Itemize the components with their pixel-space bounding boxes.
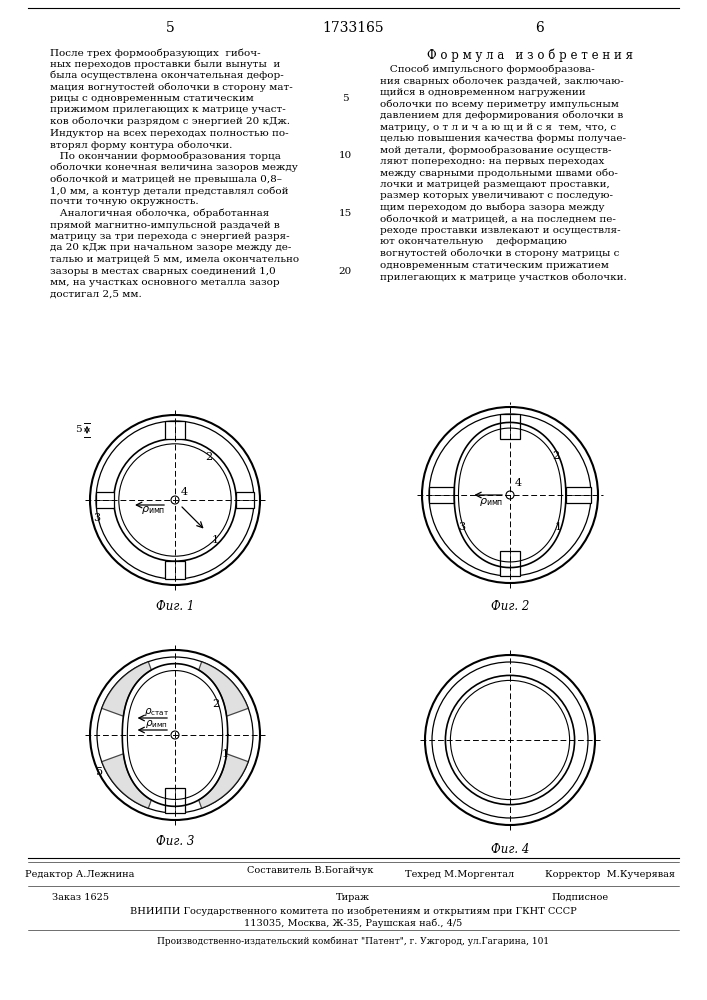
Text: Тираж: Тираж	[336, 893, 370, 902]
Text: 1733165: 1733165	[322, 21, 384, 35]
Text: талью и матрицей 5 мм, имела окончательно: талью и матрицей 5 мм, имела окончательн…	[50, 255, 299, 264]
Text: Фиг. 1: Фиг. 1	[156, 600, 194, 613]
Text: Индуктор на всех переходах полностью по-: Индуктор на всех переходах полностью по-	[50, 128, 288, 137]
Text: 5: 5	[341, 94, 349, 103]
Text: 20: 20	[339, 266, 351, 275]
Text: $\rho_{\rm имп}$: $\rho_{\rm имп}$	[141, 504, 165, 516]
Text: Аналогичная оболочка, обработанная: Аналогичная оболочка, обработанная	[50, 209, 269, 219]
Text: размер которых увеличивают с последую-: размер которых увеличивают с последую-	[380, 192, 613, 200]
Text: давлением для деформирования оболочки в: давлением для деформирования оболочки в	[380, 111, 624, 120]
Text: оболочкой и матрицей не превышала 0,8–: оболочкой и матрицей не превышала 0,8–	[50, 174, 282, 184]
Text: 2: 2	[551, 451, 559, 461]
Text: мация вогнутостей оболочки в сторону мат-: мация вогнутостей оболочки в сторону мат…	[50, 83, 293, 92]
Polygon shape	[102, 662, 151, 716]
Text: 3: 3	[93, 513, 100, 523]
Polygon shape	[199, 754, 248, 808]
Text: 1: 1	[211, 535, 219, 545]
Text: вогнутостей оболочки в сторону матрицы с: вогнутостей оболочки в сторону матрицы с	[380, 249, 619, 258]
Polygon shape	[500, 551, 520, 576]
Text: Подписное: Подписное	[551, 893, 609, 902]
Text: 113035, Москва, Ж-35, Раушская наб., 4/5: 113035, Москва, Ж-35, Раушская наб., 4/5	[244, 919, 462, 928]
Text: прямой магнитно-импульсной раздачей в: прямой магнитно-импульсной раздачей в	[50, 221, 280, 230]
Text: оболочкой и матрицей, а на последнем пе-: оболочкой и матрицей, а на последнем пе-	[380, 215, 616, 224]
Text: Фиг. 4: Фиг. 4	[491, 843, 529, 856]
Text: матрицу, о т л и ч а ю щ и й с я  тем, что, с: матрицу, о т л и ч а ю щ и й с я тем, чт…	[380, 122, 616, 131]
Polygon shape	[566, 487, 591, 503]
Text: $\rho_{\rm стат}$: $\rho_{\rm стат}$	[144, 706, 169, 718]
Text: 5: 5	[95, 767, 103, 777]
Text: Фиг. 3: Фиг. 3	[156, 835, 194, 848]
Text: Редактор А.Лежнина: Редактор А.Лежнина	[25, 870, 135, 879]
Text: 2: 2	[206, 452, 213, 462]
Text: 6: 6	[536, 21, 544, 35]
Text: щийся в одновременном нагружении: щийся в одновременном нагружении	[380, 88, 585, 97]
Text: ния сварных оболочек раздачей, заключаю-: ния сварных оболочек раздачей, заключаю-	[380, 77, 624, 86]
Text: щим переходом до выбора зазора между: щим переходом до выбора зазора между	[380, 203, 604, 213]
Text: ВНИИПИ Государственного комитета по изобретениям и открытиям при ГКНТ СССР: ВНИИПИ Государственного комитета по изоб…	[129, 906, 576, 916]
Polygon shape	[96, 492, 114, 508]
Text: Фиг. 2: Фиг. 2	[491, 600, 529, 613]
Text: $\rho_{\rm имп}$: $\rho_{\rm имп}$	[145, 718, 168, 730]
Text: оболочки конечная величина зазоров между: оболочки конечная величина зазоров между	[50, 163, 298, 172]
Polygon shape	[199, 662, 248, 716]
Text: целью повышения качества формы получае-: целью повышения качества формы получае-	[380, 134, 626, 143]
Polygon shape	[165, 421, 185, 439]
Polygon shape	[165, 788, 185, 813]
Text: реходе проставки извлекают и осуществля-: реходе проставки извлекают и осуществля-	[380, 226, 621, 235]
Text: мой детали, формообразование осуществ-: мой детали, формообразование осуществ-	[380, 145, 612, 155]
Text: Составитель В.Богайчук: Составитель В.Богайчук	[247, 866, 373, 875]
Text: была осуществлена окончательная дефор-: была осуществлена окончательная дефор-	[50, 71, 284, 81]
Text: ков оболочки разрядом с энергией 20 кДж.: ков оболочки разрядом с энергией 20 кДж.	[50, 117, 290, 126]
Text: прилегающих к матрице участков оболочки.: прилегающих к матрице участков оболочки.	[380, 272, 626, 282]
Text: ных переходов проставки были вынуты  и: ных переходов проставки были вынуты и	[50, 60, 280, 69]
Polygon shape	[236, 492, 254, 508]
Text: 4: 4	[181, 487, 188, 497]
Polygon shape	[429, 487, 454, 503]
Text: Заказ 1625: Заказ 1625	[52, 893, 108, 902]
Text: мм, на участках основного металла зазор: мм, на участках основного металла зазор	[50, 278, 280, 287]
Text: $\rho_{\rm имп}$: $\rho_{\rm имп}$	[479, 496, 503, 508]
Text: 3: 3	[458, 522, 465, 532]
Text: ют окончательную    деформацию: ют окончательную деформацию	[380, 237, 567, 246]
Text: После трех формообразующих  гибоч-: После трех формообразующих гибоч-	[50, 48, 261, 57]
Text: 5: 5	[76, 425, 82, 434]
Text: 4: 4	[515, 478, 522, 488]
Text: ляют попереходно: на первых переходах: ляют попереходно: на первых переходах	[380, 157, 604, 166]
Text: лочки и матрицей размещают проставки,: лочки и матрицей размещают проставки,	[380, 180, 609, 189]
Text: 10: 10	[339, 151, 351, 160]
Text: прижимом прилегающих к матрице участ-: прижимом прилегающих к матрице участ-	[50, 105, 286, 114]
Polygon shape	[165, 561, 185, 579]
Text: рицы с одновременным статическим: рицы с одновременным статическим	[50, 94, 254, 103]
Text: 2: 2	[212, 699, 219, 709]
Text: Корректор  М.Кучерявая: Корректор М.Кучерявая	[545, 870, 675, 879]
Text: вторял форму контура оболочки.: вторял форму контура оболочки.	[50, 140, 233, 149]
Text: зазоры в местах сварных соединений 1,0: зазоры в местах сварных соединений 1,0	[50, 266, 276, 275]
Text: Способ импульсного формообразова-: Способ импульсного формообразова-	[380, 65, 595, 75]
Text: 1: 1	[555, 522, 562, 532]
Text: между сварными продольными швами обо-: между сварными продольными швами обо-	[380, 168, 618, 178]
Text: Техред М.Моргентал: Техред М.Моргентал	[405, 870, 515, 879]
Text: почти точную окружность.: почти точную окружность.	[50, 198, 199, 207]
Polygon shape	[500, 414, 520, 439]
Text: матрицу за три перехода с энергией разря-: матрицу за три перехода с энергией разря…	[50, 232, 290, 241]
Text: Ф о р м у л а   и з о б р е т е н и я: Ф о р м у л а и з о б р е т е н и я	[427, 48, 633, 62]
Text: 1,0 мм, а контур детали представлял собой: 1,0 мм, а контур детали представлял собо…	[50, 186, 288, 196]
Text: достигал 2,5 мм.: достигал 2,5 мм.	[50, 290, 141, 298]
Text: По окончании формообразования торца: По окончании формообразования торца	[50, 151, 281, 161]
Polygon shape	[102, 754, 151, 808]
Text: да 20 кДж при начальном зазоре между де-: да 20 кДж при начальном зазоре между де-	[50, 243, 291, 252]
Text: 1: 1	[221, 749, 228, 759]
Text: оболочки по всему периметру импульсным: оболочки по всему периметру импульсным	[380, 100, 619, 109]
Text: Производственно-издательский комбинат "Патент", г. Ужгород, ул.Гагарина, 101: Производственно-издательский комбинат "П…	[157, 937, 549, 946]
Text: 5: 5	[165, 21, 175, 35]
Text: одновременным статическим прижатием: одновременным статическим прижатием	[380, 260, 609, 269]
Text: 15: 15	[339, 209, 351, 218]
